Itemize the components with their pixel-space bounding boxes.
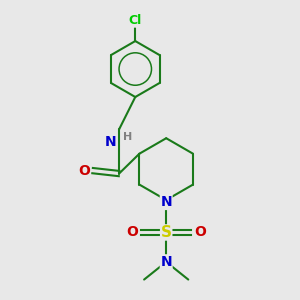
Text: Cl: Cl bbox=[129, 14, 142, 27]
Text: O: O bbox=[78, 164, 90, 178]
Text: N: N bbox=[160, 195, 172, 209]
Text: O: O bbox=[194, 225, 206, 239]
Text: N: N bbox=[160, 255, 172, 269]
Text: S: S bbox=[161, 225, 172, 240]
Text: H: H bbox=[123, 132, 132, 142]
Text: N: N bbox=[105, 135, 117, 149]
Text: O: O bbox=[126, 225, 138, 239]
